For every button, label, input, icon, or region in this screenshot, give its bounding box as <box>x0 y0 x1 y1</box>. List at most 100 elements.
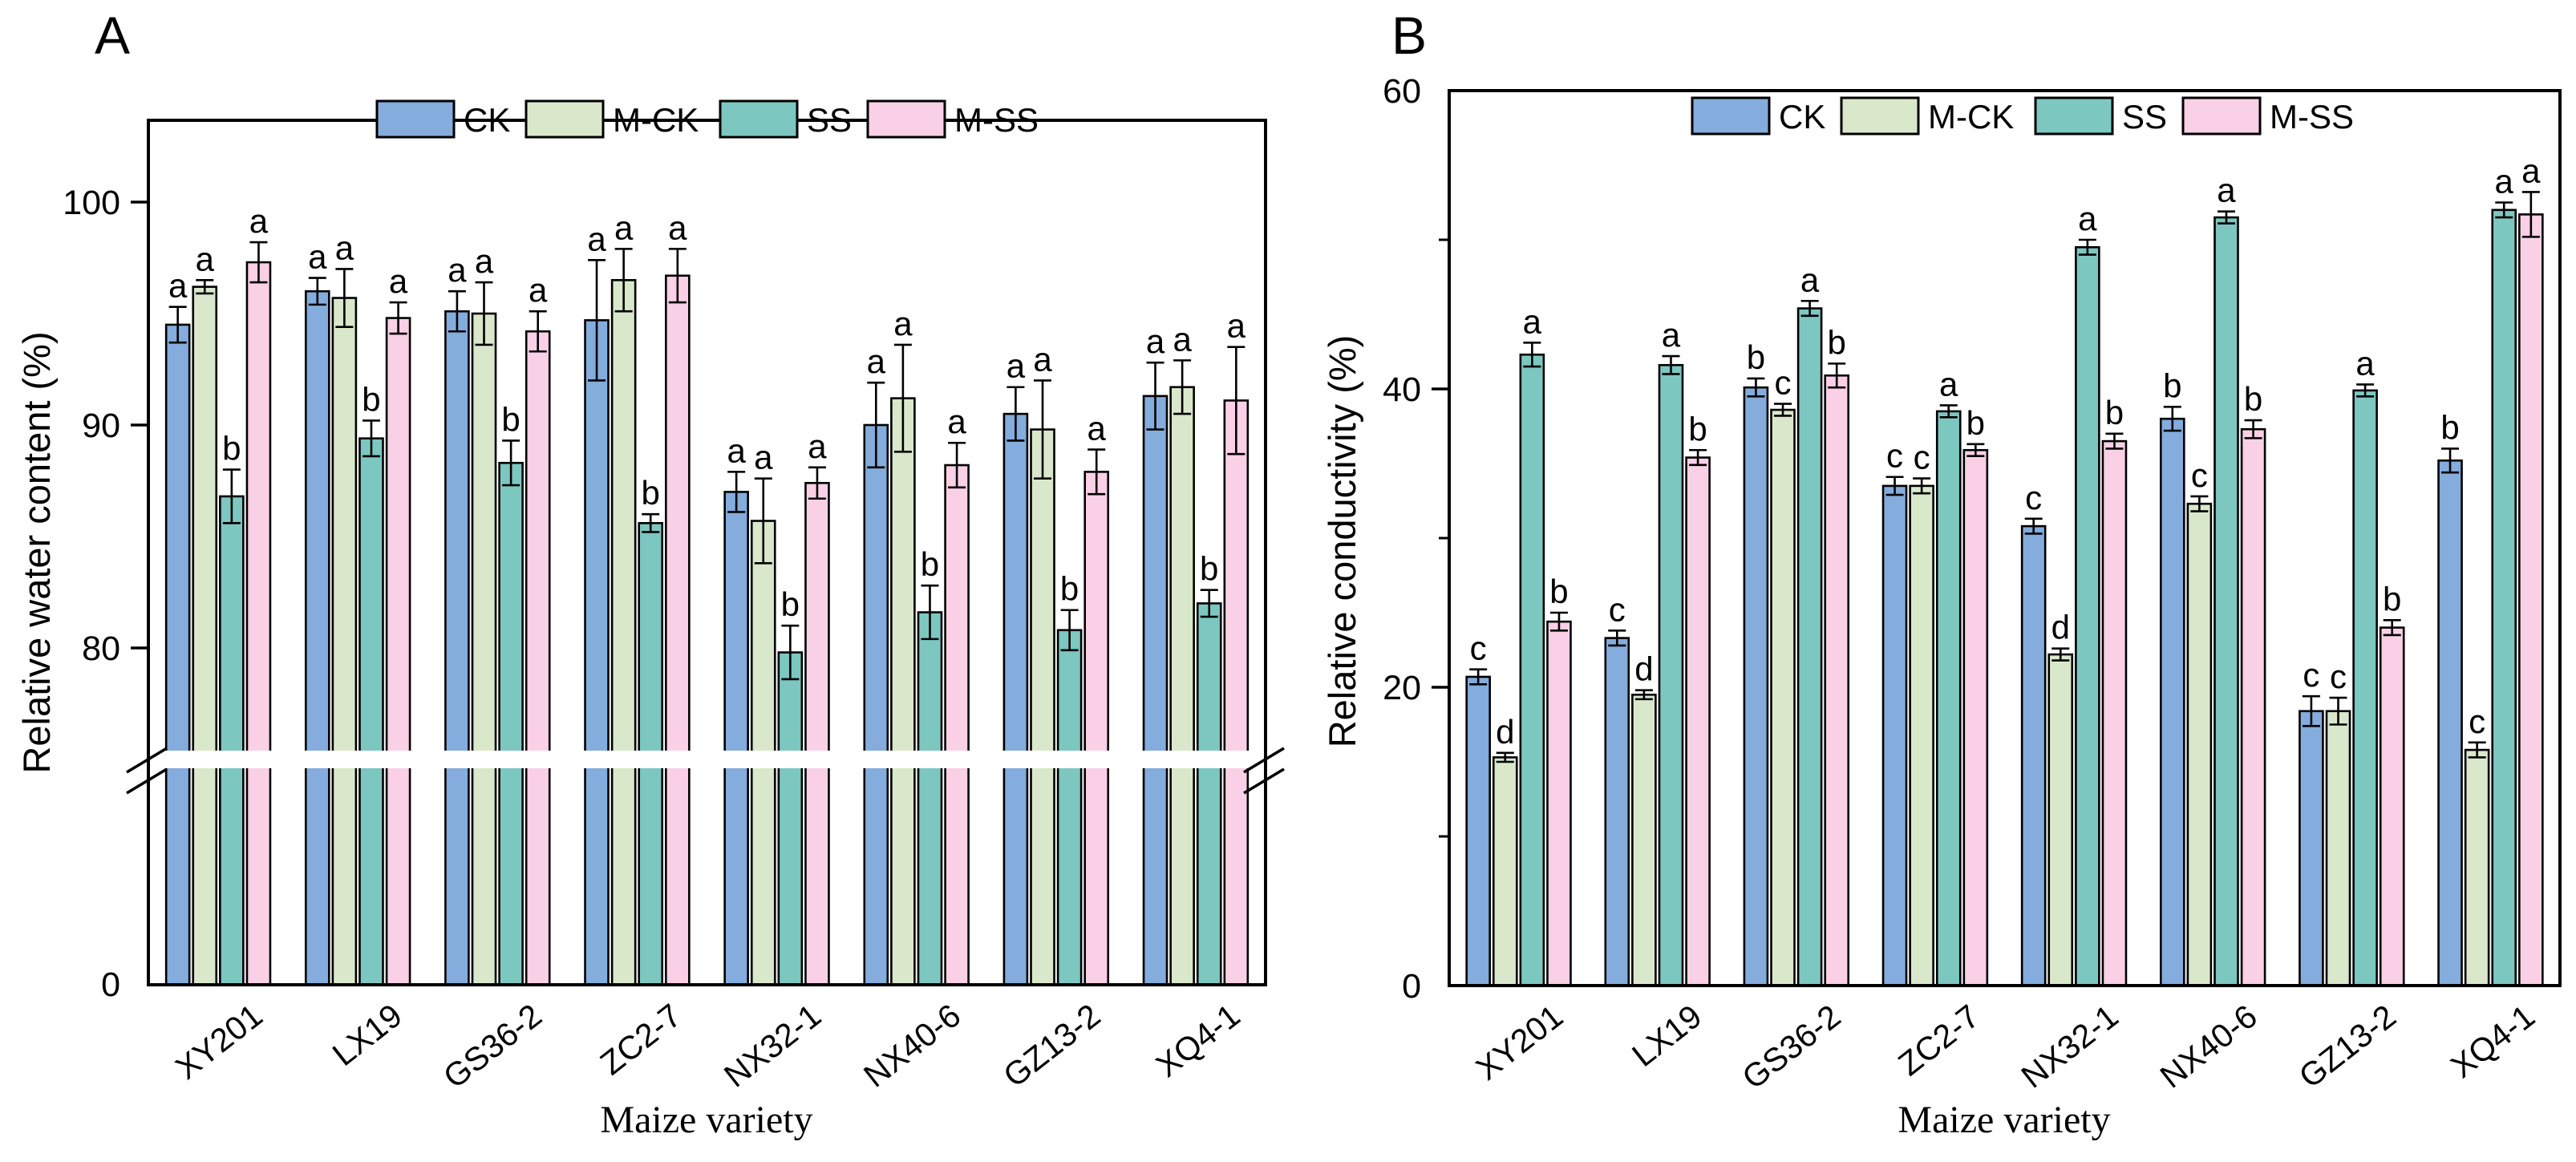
panel-b-bar-CK-GS36-2 <box>1743 386 1769 987</box>
panel-b-bar-M-CK-NX32-1 <box>2047 653 2074 987</box>
panel-a-sig-letter-M-CK-GS36-2: a <box>475 242 494 280</box>
panel-b-bar-SS-GZ13-2 <box>2352 389 2378 987</box>
panel-a-sig-letter-M-CK-GZ13-2: a <box>1033 340 1052 378</box>
panel-a-legend-label-CK: CK <box>464 101 510 139</box>
panel-a-bar-M-SS-LX19 <box>385 317 411 986</box>
panel-b-sig-letter-M-CK-NX40-6: c <box>2191 456 2208 494</box>
panel-b-bar-SS-XY201 <box>1519 353 1545 987</box>
panel-a-sig-letter-M-CK-NX32-1: a <box>754 439 773 476</box>
panel-a-sig-letter-CK-XY201: a <box>168 267 188 305</box>
panel-a-sig-letter-CK-GZ13-2: a <box>1007 347 1026 385</box>
panel-a-bar-CK-GZ13-2 <box>1002 412 1029 986</box>
panel-b-legend-swatch-SS <box>2034 96 2114 136</box>
panel-a-sig-letter-M-SS-GS36-2: a <box>529 271 548 309</box>
panel-a-axis-box <box>147 119 1267 986</box>
panel-a-sig-letter-M-SS-ZC2-7: a <box>668 209 687 246</box>
panel-b-xtick-label-NX40-6: NX40-6 <box>2153 998 2264 1095</box>
panel-a-bar-M-CK-GS36-2 <box>471 312 497 986</box>
panel-a-sig-letter-M-CK-ZC2-7: a <box>614 209 634 246</box>
panel-a-bar-M-SS-GZ13-2 <box>1083 471 1110 986</box>
panel-a-axis-break-mark-left-1 <box>126 747 168 774</box>
panel-b-y-axis-title: Relative conductivity (%) <box>1321 335 1363 748</box>
panel-a-sig-letter-SS-XY201: b <box>222 430 241 468</box>
panel-a-x-axis-title: Maize variety <box>600 1099 812 1141</box>
panel-b-sig-letter-M-SS-GZ13-2: b <box>2383 580 2401 617</box>
panel-a-bar-CK-NX32-1 <box>723 491 749 986</box>
panel-a-bar-SS-XQ4-1 <box>1196 602 1222 986</box>
panel-b-bar-SS-NX40-6 <box>2213 216 2239 987</box>
panel-b-label: B <box>1391 6 1428 65</box>
panel-b-sig-letter-SS-NX40-6: a <box>2217 172 2236 209</box>
panel-b-sig-letter-CK-NX40-6: b <box>2163 366 2181 404</box>
panel-b-sig-letter-CK-XQ4-1: b <box>2440 408 2459 446</box>
panel-a-bar-M-CK-XQ4-1 <box>1169 386 1195 986</box>
panel-a-sig-letter-CK-XQ4-1: a <box>1146 322 1165 360</box>
panel-b-legend-label-CK: CK <box>1779 98 1825 136</box>
panel-a-sig-letter-M-SS-XY201: a <box>249 202 269 240</box>
panel-b-bar-M-SS-ZC2-7 <box>1962 448 1989 987</box>
panel-b-x-axis-title: Maize variety <box>1898 1099 2110 1141</box>
panel-a-bar-CK-NX40-6 <box>863 423 889 986</box>
panel-a-sig-letter-SS-NX40-6: b <box>921 545 939 583</box>
panel-b-sig-letter-M-CK-GS36-2: c <box>1775 364 1792 402</box>
panel-b-ytick-label-40: 40 <box>1383 370 1421 409</box>
panel-b-sig-letter-CK-GZ13-2: c <box>2303 656 2319 694</box>
panel-b-legend-swatch-CK <box>1691 96 1771 136</box>
panel-a-bar-SS-LX19 <box>358 437 384 986</box>
panel-a-legend-swatch-SS <box>719 99 799 139</box>
panel-a-xtick-label-XQ4-1: XQ4-1 <box>1149 997 1247 1084</box>
panel-b-sig-letter-SS-LX19: a <box>1662 316 1681 354</box>
panel-a-bar-SS-GS36-2 <box>498 461 524 986</box>
panel-a-sig-letter-M-CK-XQ4-1: a <box>1173 320 1192 358</box>
panel-b-bar-CK-LX19 <box>1604 637 1630 987</box>
panel-a-sig-letter-M-SS-NX32-1: a <box>808 427 827 465</box>
panel-a-sig-letter-SS-ZC2-7: b <box>642 474 660 512</box>
panel-a-sig-letter-CK-NX40-6: a <box>867 342 886 380</box>
panel-a-sig-letter-M-SS-LX19: a <box>389 262 408 300</box>
panel-b-sig-letter-M-CK-XY201: d <box>1496 713 1514 751</box>
panel-a-legend-label-SS: SS <box>807 101 852 139</box>
panel-b-legend-swatch-M-SS <box>2181 96 2262 136</box>
panel-b-bar-SS-XQ4-1 <box>2491 209 2517 987</box>
panel-b-bar-M-SS-XY201 <box>1546 620 1572 987</box>
panel-b-sig-letter-M-SS-XY201: b <box>1549 573 1568 610</box>
panel-a-legend-label-M-CK: M-CK <box>613 101 699 139</box>
panel-a-bar-CK-ZC2-7 <box>584 319 610 986</box>
panel-a-bar-M-CK-XY201 <box>192 285 218 986</box>
panel-b-xtick-label-ZC2-7: ZC2-7 <box>1891 998 1986 1083</box>
panel-a-axis-break-mark-right-1 <box>1243 747 1285 774</box>
panel-b-bar-M-CK-GZ13-2 <box>2325 710 2351 987</box>
panel-b-xtick-label-XQ4-1: XQ4-1 <box>2444 998 2542 1085</box>
panel-b-bar-M-CK-NX40-6 <box>2186 502 2213 987</box>
panel-b-bar-M-SS-NX40-6 <box>2240 427 2266 987</box>
panel-a-legend-swatch-M-SS <box>866 99 946 139</box>
panel-b-sig-letter-CK-ZC2-7: c <box>1886 437 1903 475</box>
panel-a-bar-CK-LX19 <box>304 289 330 986</box>
panel-b-sig-letter-CK-GS36-2: b <box>1747 338 1765 376</box>
panel-b-sig-letter-SS-NX32-1: a <box>2078 200 2097 237</box>
panel-b-sig-letter-M-SS-ZC2-7: b <box>1966 404 1985 442</box>
panel-b-sig-letter-CK-LX19: c <box>1609 590 1626 628</box>
panel-a-sig-letter-M-CK-LX19: a <box>335 229 354 266</box>
panel-b-sig-letter-CK-XY201: c <box>1470 630 1487 667</box>
panel-b-bar-SS-GS36-2 <box>1796 307 1823 987</box>
panel-a-sig-letter-CK-GS36-2: a <box>448 251 467 289</box>
panel-a-bar-SS-GZ13-2 <box>1056 629 1083 986</box>
panel-b-sig-letter-CK-NX32-1: c <box>2025 479 2042 516</box>
panel-a-y-axis-title: Relative water content (%) <box>15 331 58 773</box>
panel-b-legend-label-SS: SS <box>2122 98 2167 136</box>
panel-a-legend-swatch-CK <box>375 99 456 139</box>
panel-b-bar-M-CK-LX19 <box>1631 693 1657 987</box>
panel-a-axis-break-mark-left-2 <box>126 767 168 795</box>
panel-b-sig-letter-M-CK-GZ13-2: c <box>2330 658 2347 695</box>
panel-a-sig-letter-SS-LX19: b <box>362 380 380 418</box>
panel-a-bar-M-SS-NX32-1 <box>804 481 830 986</box>
panel-a-sig-letter-SS-GZ13-2: b <box>1060 570 1079 608</box>
panel-b-sig-letter-M-SS-XQ4-1: a <box>2521 152 2541 189</box>
panel-b-xtick-label-NX32-1: NX32-1 <box>2015 998 2125 1095</box>
panel-b-sig-letter-M-CK-ZC2-7: c <box>1914 439 1930 476</box>
panel-b-xtick-label-LX19: LX19 <box>1625 998 1708 1074</box>
panel-a-bar-M-CK-LX19 <box>331 297 358 986</box>
